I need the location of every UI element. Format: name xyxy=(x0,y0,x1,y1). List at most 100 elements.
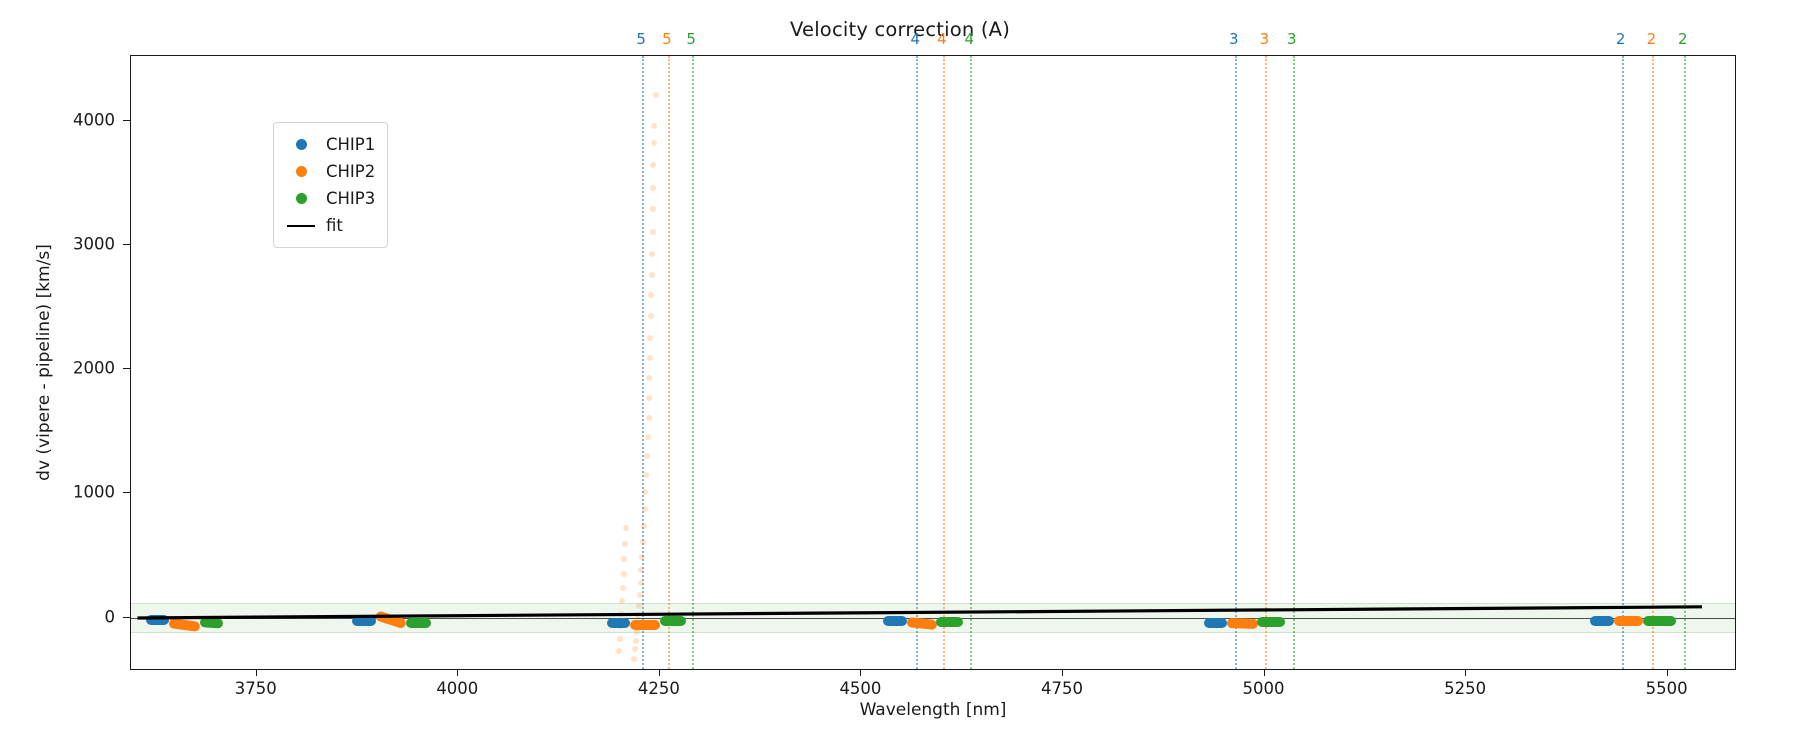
y-tick xyxy=(123,492,130,494)
chip2-dot-icon xyxy=(284,166,318,177)
outlier-point xyxy=(619,584,626,591)
x-axis-label: Wavelength [nm] xyxy=(859,700,1007,720)
outlier-point xyxy=(631,655,638,662)
data-segment-chip2 xyxy=(1226,617,1258,629)
data-segment-chip1 xyxy=(1590,616,1614,627)
order-line-4-chip3 xyxy=(970,56,973,669)
order-line-3-chip3 xyxy=(1292,56,1295,669)
legend-item-chip2[interactable]: CHIP2 xyxy=(284,158,375,185)
outlier-point xyxy=(620,571,627,578)
legend-label: CHIP3 xyxy=(326,189,376,208)
order-label-3-chip2: 3 xyxy=(1259,30,1270,48)
x-tick xyxy=(1061,670,1063,676)
outlier-point xyxy=(649,205,656,212)
outlier-point xyxy=(648,250,655,257)
outlier-point xyxy=(643,471,650,478)
y-tick-label: 3000 xyxy=(73,234,115,254)
outlier-point xyxy=(639,553,646,560)
order-label-5-chip2: 5 xyxy=(662,30,672,48)
outlier-point xyxy=(647,354,654,361)
outlier-point xyxy=(651,139,658,146)
outlier-point xyxy=(651,122,658,129)
outlier-point xyxy=(636,592,643,599)
data-segment-chip3 xyxy=(1257,616,1286,627)
zero-band-top-edge xyxy=(131,602,1735,604)
x-tick xyxy=(1666,670,1668,676)
y-tick xyxy=(123,616,130,618)
y-tick-label: 2000 xyxy=(73,358,115,378)
x-tick-label: 5000 xyxy=(1242,679,1285,698)
outlier-point xyxy=(638,567,645,574)
data-segment-chip1 xyxy=(351,615,377,626)
page-title: Velocity correction (A) xyxy=(789,18,1011,41)
fit-line-icon xyxy=(284,224,318,227)
y-tick-label: 1000 xyxy=(73,482,115,502)
order-line-5-chip2 xyxy=(667,56,670,669)
data-segment-chip2 xyxy=(374,610,408,630)
outlier-point xyxy=(639,538,646,545)
chip3-dot-icon xyxy=(284,193,318,204)
x-tick xyxy=(457,670,459,676)
legend-label: fit xyxy=(326,216,343,235)
data-segment-chip1 xyxy=(145,615,169,626)
data-segment-chip1 xyxy=(883,616,907,627)
outlier-point xyxy=(649,228,656,235)
data-segment-chip3 xyxy=(1643,616,1676,627)
x-tick-label: 4000 xyxy=(436,679,479,698)
y-tick-label: 4000 xyxy=(73,110,115,130)
data-segment-chip1 xyxy=(1204,617,1227,628)
data-segment-chip3 xyxy=(405,617,431,628)
data-segment-chip1 xyxy=(607,618,631,629)
legend-item-chip3[interactable]: CHIP3 xyxy=(284,185,375,212)
outlier-point xyxy=(650,185,657,192)
order-label-4-chip3: 4 xyxy=(964,30,975,48)
order-label-2-chip3: 2 xyxy=(1678,30,1688,48)
data-segment-chip2 xyxy=(168,617,201,632)
outlier-point xyxy=(652,91,659,98)
legend-item-fit[interactable]: fit xyxy=(284,212,375,239)
x-tick xyxy=(860,670,862,676)
order-label-4-chip1: 4 xyxy=(910,30,921,48)
outlier-point xyxy=(631,646,638,653)
order-line-5-chip3 xyxy=(692,56,695,669)
outlier-point xyxy=(642,489,649,496)
outlier-point xyxy=(618,598,625,605)
order-marker-lines xyxy=(131,56,1735,669)
order-label-4-chip2: 4 xyxy=(937,30,947,48)
outlier-point xyxy=(646,374,653,381)
outlier-point xyxy=(645,394,652,401)
legend: CHIP1 CHIP2 CHIP3 fit xyxy=(273,122,389,248)
order-line-3-chip2 xyxy=(1265,56,1268,669)
y-tick xyxy=(123,243,130,245)
outlier-point xyxy=(616,635,623,642)
outlier-point xyxy=(622,540,629,547)
legend-label: CHIP2 xyxy=(326,162,376,181)
x-tick xyxy=(658,670,660,676)
order-label-5-chip3: 5 xyxy=(686,30,696,48)
outlier-point xyxy=(633,629,640,636)
data-segment-chip2 xyxy=(1613,615,1644,626)
data-segment-chip3 xyxy=(199,616,224,629)
order-label-3-chip1: 3 xyxy=(1228,30,1239,48)
legend-item-chip1[interactable]: CHIP1 xyxy=(284,131,375,158)
x-tick xyxy=(255,670,257,676)
chip1-dot-icon xyxy=(284,139,318,150)
order-label-2-chip1: 2 xyxy=(1615,30,1626,48)
order-line-4-chip1 xyxy=(916,56,919,669)
outlier-point xyxy=(650,162,657,169)
outlier-point xyxy=(647,335,654,342)
order-line-4-chip2 xyxy=(942,56,945,669)
order-line-2-chip2 xyxy=(1652,56,1655,669)
data-segment-chip2 xyxy=(630,620,660,631)
order-line-2-chip3 xyxy=(1683,56,1686,669)
outlier-point xyxy=(621,556,628,563)
y-tick-label: 0 xyxy=(104,607,116,627)
data-segment-chip3 xyxy=(659,616,686,627)
order-label-2-chip2: 2 xyxy=(1646,30,1657,48)
data-series xyxy=(131,56,1735,669)
outlier-point xyxy=(645,414,652,421)
y-tick xyxy=(123,368,130,370)
outlier-point xyxy=(648,291,654,298)
order-label-3-chip3: 3 xyxy=(1286,30,1297,48)
